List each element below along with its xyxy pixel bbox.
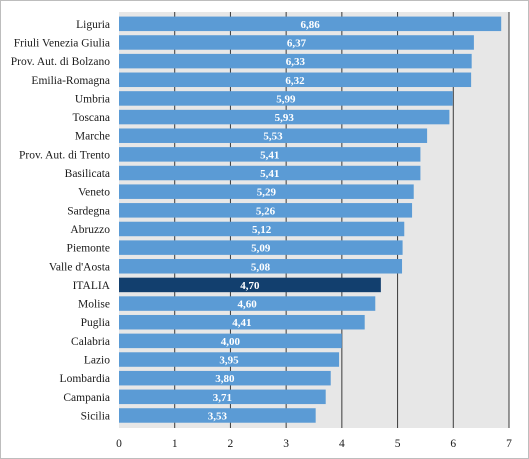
bar: [119, 109, 450, 125]
x-tick-label: 7: [506, 438, 512, 450]
data-label: 3,53: [208, 410, 228, 422]
bar: [119, 370, 331, 386]
data-label: 4,41: [232, 317, 251, 329]
bar: [119, 16, 502, 32]
bar: [119, 296, 376, 311]
category-label: Valle d'Aosta: [49, 261, 110, 273]
data-label: 6,86: [300, 19, 320, 31]
bar: [119, 333, 342, 349]
bar: [119, 72, 472, 88]
category-label: Liguria: [76, 19, 110, 31]
category-label: Puglia: [81, 317, 110, 329]
bar: [119, 314, 365, 330]
x-tick-label: 4: [339, 438, 345, 450]
category-label: Toscana: [72, 112, 110, 124]
category-label: Prov. Aut. di Bolzano: [11, 56, 110, 68]
category-label: Umbria: [75, 93, 110, 105]
category-label: Basilicata: [65, 168, 110, 180]
bar: [119, 221, 405, 237]
data-label: 4,60: [238, 299, 258, 311]
data-label: 5,26: [256, 205, 276, 217]
bar: [119, 240, 403, 255]
bar: [119, 259, 403, 274]
category-label: Piemonte: [67, 243, 110, 255]
data-label: 3,95: [219, 355, 239, 367]
x-tick-label: 5: [395, 438, 401, 450]
bar: [119, 35, 474, 50]
category-label: Calabria: [71, 336, 110, 348]
category-label: Molise: [78, 299, 110, 311]
data-label: 5,08: [251, 261, 271, 273]
data-label: 5,93: [275, 112, 295, 124]
data-label: 3,71: [213, 392, 232, 404]
data-label: 5,41: [260, 168, 279, 180]
category-label: Emilia-Romagna: [31, 75, 110, 87]
category-label: Campania: [63, 392, 110, 404]
bar: [119, 128, 428, 143]
bar: [119, 165, 421, 181]
data-label: 5,41: [260, 149, 279, 161]
data-label: 5,09: [251, 243, 271, 255]
x-tick-label: 2: [228, 438, 234, 450]
category-label: Abruzzo: [70, 224, 110, 236]
x-tick-label: 6: [450, 438, 456, 450]
bar: [119, 408, 316, 423]
bar: [119, 147, 421, 162]
category-label: Prov. Aut. di Trento: [19, 149, 110, 161]
bar: [119, 91, 453, 106]
bar: [119, 203, 413, 218]
category-label: Sardegna: [67, 205, 110, 217]
data-label: 6,37: [287, 37, 307, 49]
bar: [119, 277, 381, 293]
x-tick-label: 0: [116, 438, 122, 450]
category-label: Marche: [75, 131, 110, 143]
data-label: 6,33: [286, 56, 306, 68]
x-tick-label: 3: [283, 438, 289, 450]
category-label: Lazio: [84, 355, 110, 367]
data-label: 5,29: [257, 187, 277, 199]
data-label: 4,70: [240, 280, 260, 292]
x-tick-label: 1: [172, 438, 178, 450]
data-label: 4,00: [221, 336, 241, 348]
category-label: Sicilia: [81, 410, 110, 422]
data-label: 5,12: [252, 224, 272, 236]
data-label: 5,99: [276, 93, 296, 105]
category-label: Veneto: [78, 187, 110, 199]
bar: [119, 53, 472, 69]
data-label: 6,32: [285, 75, 305, 87]
data-label: 3,80: [215, 373, 235, 385]
data-label: 5,53: [263, 131, 283, 143]
bar: [119, 389, 326, 405]
category-label: Lombardia: [60, 373, 110, 385]
category-label: ITALIA: [73, 280, 111, 292]
bar: [119, 184, 414, 199]
bar: [119, 352, 340, 367]
category-label: Friuli Venezia Giulia: [14, 37, 110, 49]
